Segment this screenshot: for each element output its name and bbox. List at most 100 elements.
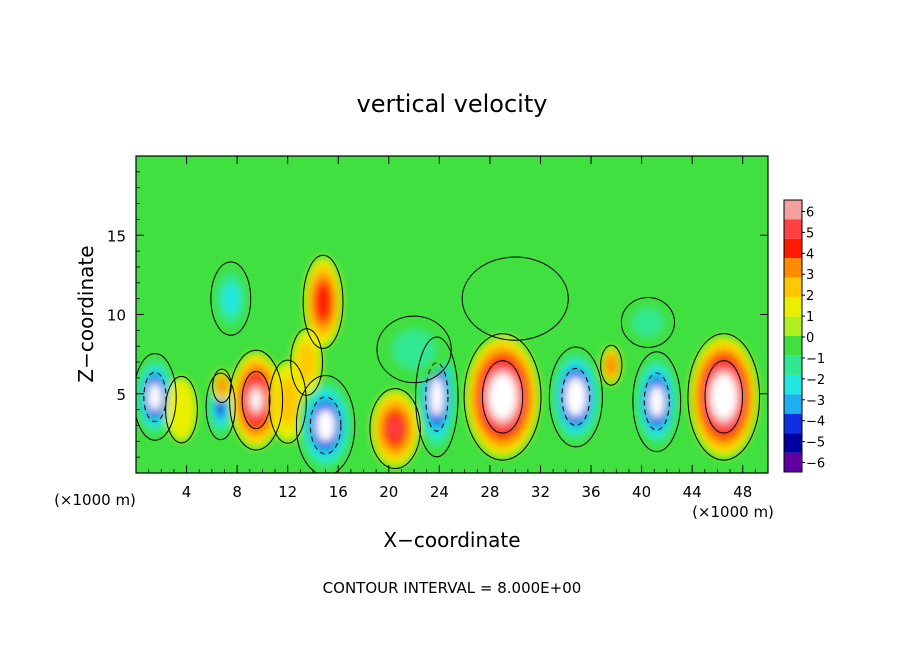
velocity-cell-level — [222, 283, 240, 315]
zero-contour-line — [620, 296, 675, 348]
zero-contour-line — [548, 346, 603, 448]
colorbar-label: −1 — [806, 352, 825, 367]
colorbar-label: −3 — [806, 394, 825, 409]
x-tick-label: 48 — [733, 483, 752, 501]
zero-contour-line — [369, 388, 421, 470]
contour-line — [143, 371, 167, 423]
zero-contour-line — [165, 375, 198, 444]
x-tick-label: 24 — [430, 483, 449, 501]
colorbar-swatch — [784, 219, 802, 239]
contour-line — [425, 362, 449, 432]
velocity-cell-level — [496, 386, 509, 407]
colorbar-swatch — [784, 433, 802, 453]
contour-interval-note: CONTOUR INTERVAL = 8.000E+00 — [323, 579, 582, 597]
contour-line — [481, 360, 524, 434]
x-tick-label: 44 — [683, 483, 702, 501]
zero-contour-line — [461, 256, 569, 341]
contour-line — [241, 371, 271, 430]
velocity-cell-level — [250, 390, 262, 411]
contour-line — [643, 372, 670, 431]
colorbar-label: 5 — [806, 226, 814, 241]
velocity-cell-level — [319, 415, 332, 436]
velocity-cell-level — [432, 384, 442, 409]
velocity-cells — [136, 254, 761, 473]
zero-contour-line — [210, 261, 252, 336]
x-tick-label: 4 — [182, 483, 192, 501]
zero-contour-line — [376, 315, 452, 384]
x-tick-label: 12 — [278, 483, 297, 501]
chart-title: vertical velocity — [357, 90, 548, 118]
colorbar-label: −5 — [806, 436, 825, 451]
velocity-cell-level — [632, 307, 664, 338]
colorbar-swatch — [784, 355, 802, 375]
y-axis: 5 10 15 — [107, 171, 768, 458]
colorbar-label: 2 — [806, 289, 814, 304]
plot-area — [135, 155, 769, 474]
colorbar-swatch — [784, 200, 802, 220]
zero-contour-line — [136, 353, 177, 441]
colorbar-label: 0 — [806, 331, 814, 346]
colorbar-swatch — [784, 452, 802, 472]
zero-contour-line — [600, 344, 623, 386]
velocity-cell-level — [317, 289, 329, 315]
colorbar-swatch — [784, 238, 802, 259]
colorbar-swatch — [784, 316, 802, 336]
y-tick-label: 5 — [116, 386, 126, 404]
velocity-cell-level — [172, 390, 191, 430]
x-tick-label: 28 — [480, 483, 499, 501]
colorbar-label: 4 — [806, 247, 814, 262]
zero-contour-line — [415, 336, 459, 458]
colorbar-label: −4 — [806, 415, 825, 430]
x-unit-right: (×1000 m) — [692, 503, 774, 521]
colorbar-label: −2 — [806, 373, 825, 388]
zero-contour-line — [229, 349, 284, 451]
velocity-cell-level — [218, 380, 226, 392]
colorbar-label: 1 — [806, 310, 814, 325]
velocity-cell-level — [571, 388, 581, 406]
velocity-cell-level — [150, 388, 160, 406]
velocity-cell-level — [388, 417, 402, 440]
colorbar-label: −6 — [806, 457, 825, 472]
colorbar-swatch — [784, 277, 802, 298]
colorbar-frame — [783, 199, 803, 473]
colorbar-swatch — [784, 394, 802, 414]
zero-contour-line — [302, 254, 344, 349]
x-tick-label: 16 — [329, 483, 348, 501]
zero-contour-line — [290, 328, 324, 396]
x-tick-label: 32 — [531, 483, 550, 501]
y-tick-label: 10 — [107, 307, 126, 325]
colorbar: 6 5 4 3 2 1 0 −1 −2 −3 −4 −5 −6 — [783, 199, 825, 473]
x-tick-label: 20 — [379, 483, 398, 501]
zero-contour-line — [687, 333, 761, 461]
colorbar-swatch — [784, 336, 802, 356]
velocity-cell-level — [392, 329, 436, 369]
colorbar-swatch — [784, 297, 802, 317]
colorbar-swatch — [784, 258, 802, 278]
contour-line — [704, 360, 744, 434]
colorbar-swatch — [784, 413, 802, 434]
x-axis: 4 8 12 16 20 24 28 32 36 40 44 48 — [148, 156, 756, 501]
y-tick-label: 15 — [107, 227, 126, 245]
contour-line — [561, 367, 591, 426]
zero-contour-line — [212, 368, 232, 403]
velocity-cell-level — [607, 358, 615, 372]
x-tick-label: 36 — [581, 483, 600, 501]
velocity-cell-level — [718, 386, 730, 407]
colorbar-swatch — [784, 374, 802, 395]
x-axis-label: X−coordinate — [383, 528, 520, 552]
colorbar-label: 3 — [806, 268, 814, 283]
zero-contour-line — [463, 333, 542, 461]
zero-contour-line — [632, 351, 682, 453]
zero-contour-line — [295, 375, 356, 473]
zero-contour-line — [268, 359, 307, 444]
y-axis-label: Z−coordinate — [74, 245, 98, 382]
zero-contour-line — [205, 372, 236, 441]
velocity-cell-level — [651, 391, 662, 412]
colorbar-label: 6 — [806, 205, 814, 220]
contour-line — [309, 396, 342, 455]
velocity-cell-level — [297, 342, 316, 382]
x-tick-label: 40 — [632, 483, 651, 501]
x-tick-label: 8 — [232, 483, 242, 501]
velocity-cell-level — [464, 259, 566, 339]
